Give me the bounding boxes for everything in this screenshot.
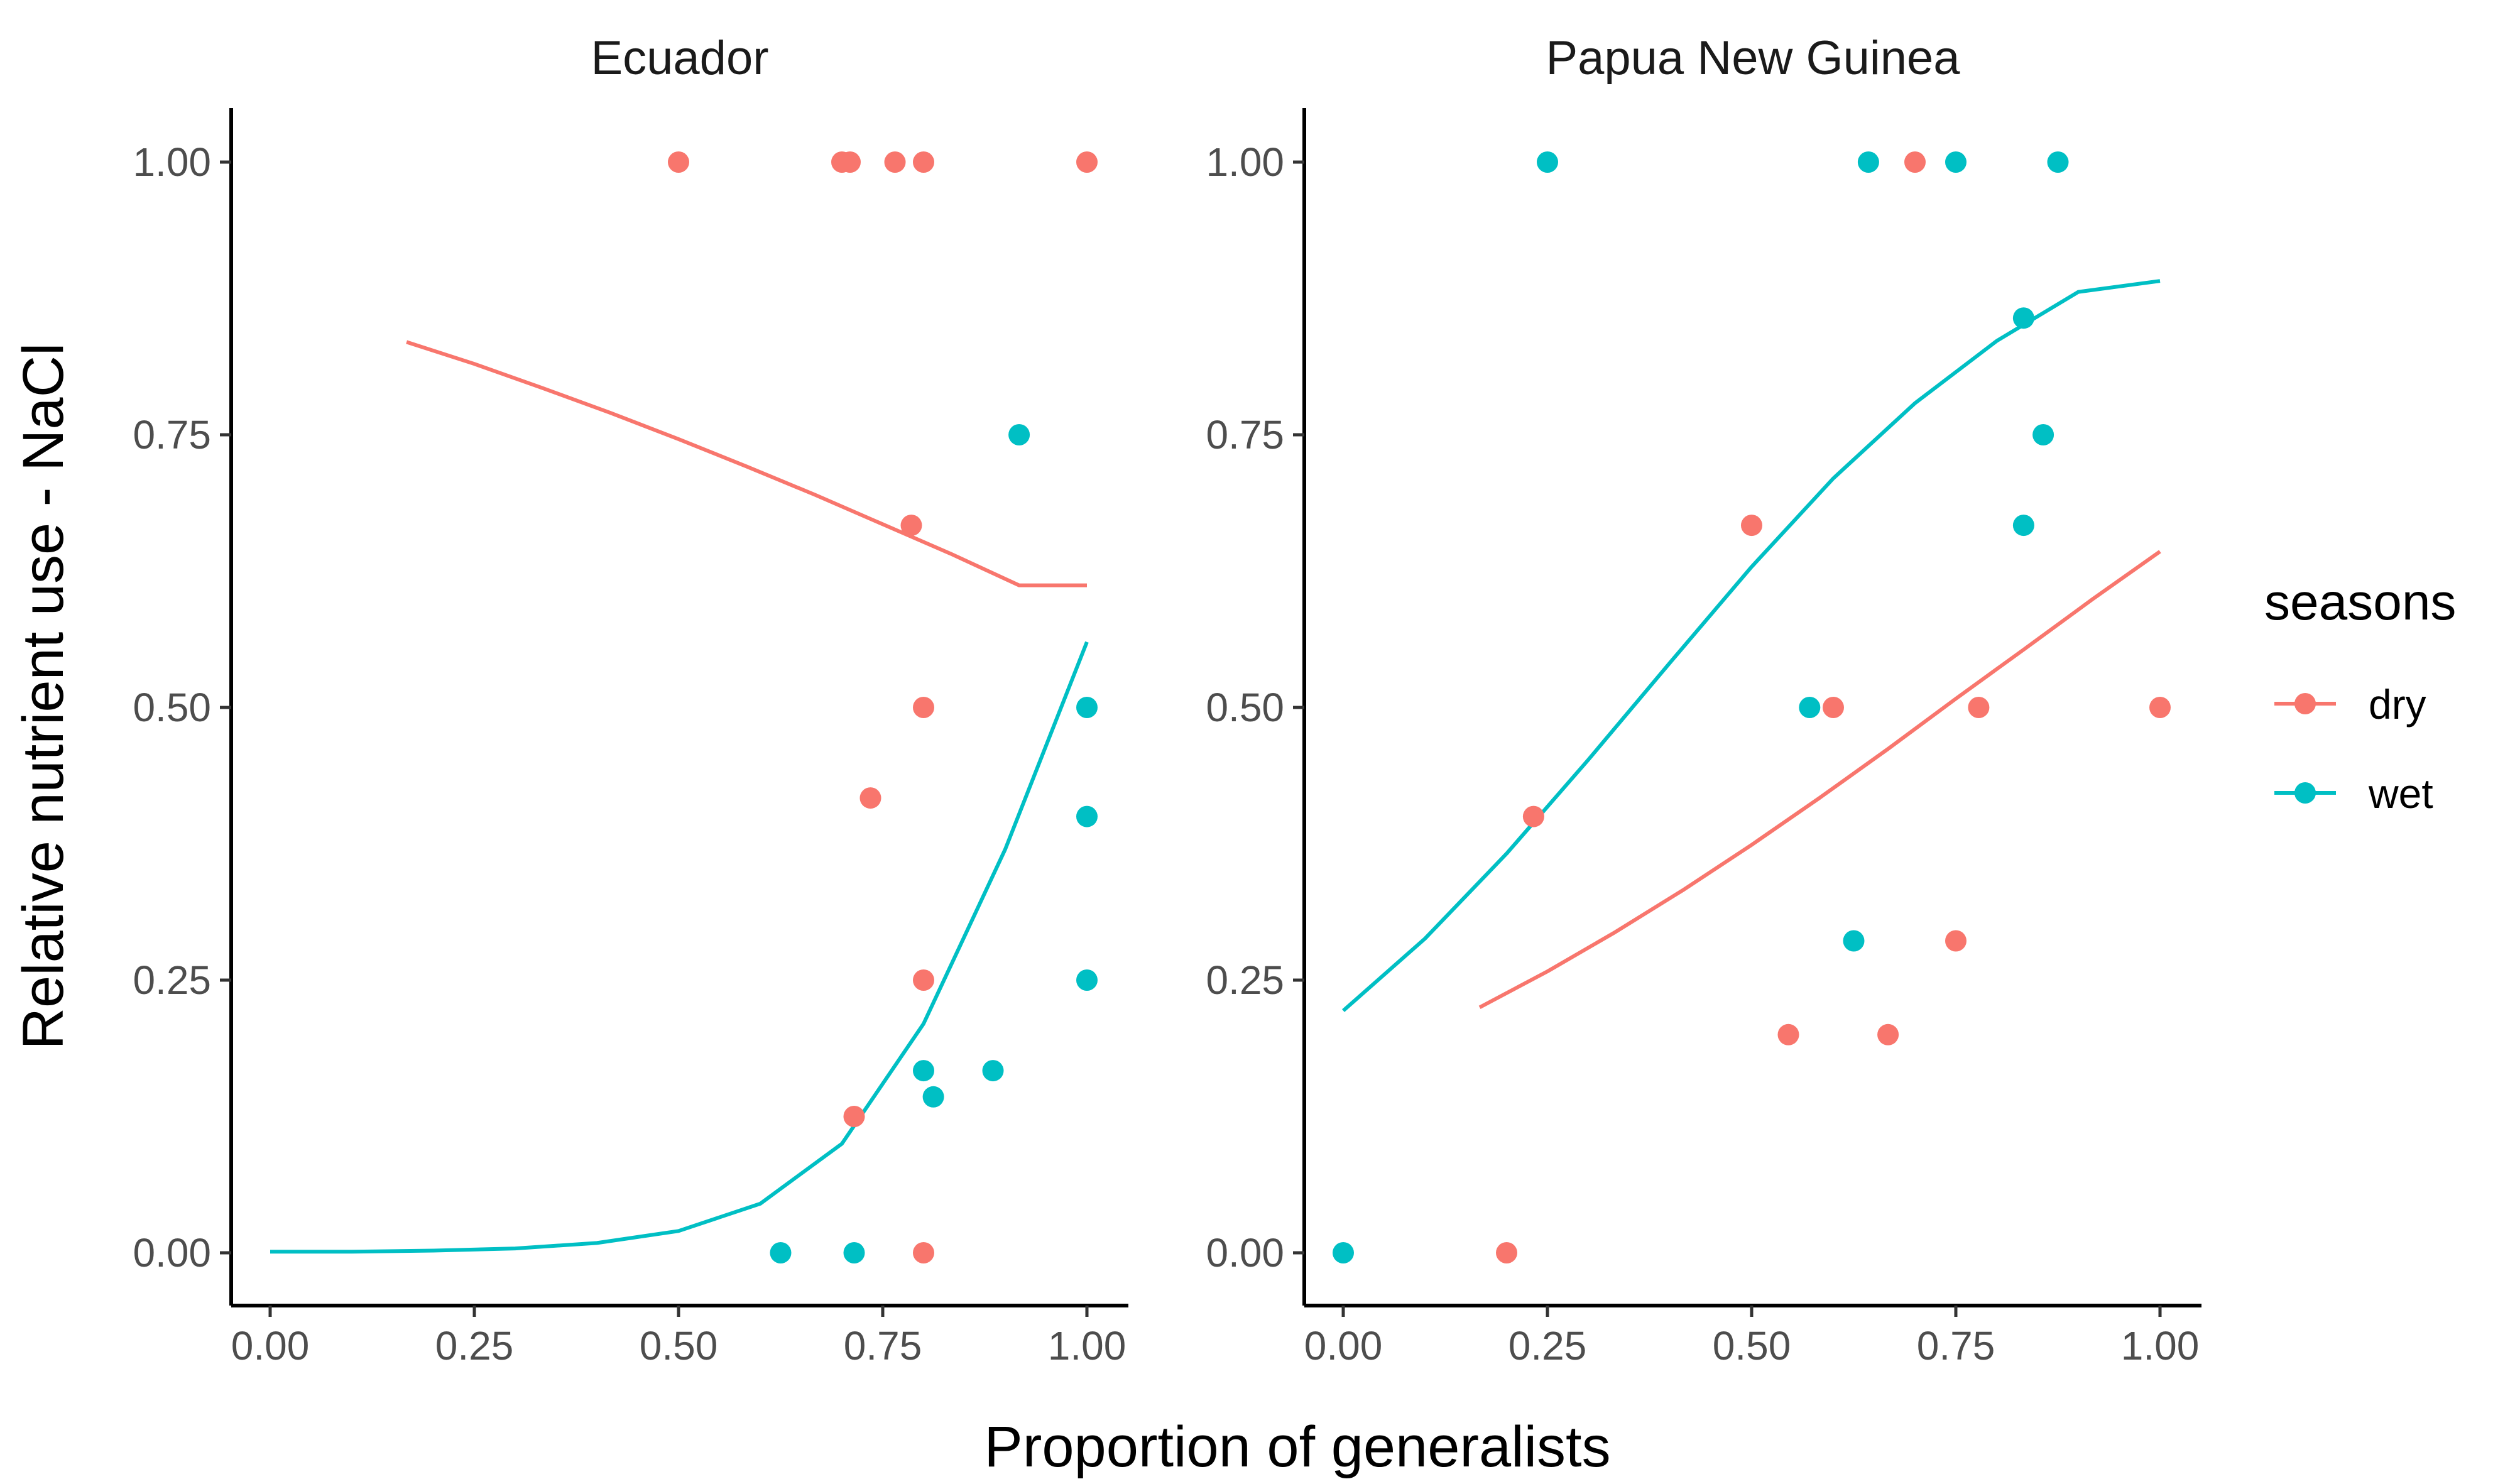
y-tick-label: 0.25 (133, 958, 211, 1003)
panel-title: Ecuador (591, 31, 768, 85)
data-point-dry (913, 151, 934, 173)
fit-line-wet (1342, 279, 2161, 1012)
fit-line-dry (406, 340, 1087, 587)
data-point-wet (1843, 930, 1865, 952)
data-point-dry (1968, 697, 1990, 718)
y-tick-label: 0.75 (1206, 412, 1284, 457)
data-point-dry (1945, 930, 1967, 952)
legend-label-dry: dry (2369, 681, 2426, 728)
panel-0: Ecuador 0.00 0.25 0.50 0.75 1.00 0.00 0.25 0.50 0… (133, 31, 1128, 1368)
x-tick-label: 0.75 (1917, 1323, 1995, 1368)
data-point-dry (1777, 1023, 1799, 1045)
y-tick-label: 0.50 (1206, 685, 1284, 730)
legend-key-point (2294, 693, 2316, 714)
x-tick-label: 0.50 (640, 1323, 718, 1368)
data-point-wet (1076, 697, 1098, 718)
x-tick-label: 0.50 (1713, 1323, 1791, 1368)
x-tick-label: 0.25 (435, 1323, 514, 1368)
data-point-wet (1945, 151, 1967, 173)
data-point-wet (1333, 1242, 1354, 1263)
data-point-dry (913, 969, 934, 991)
data-point-wet (770, 1242, 792, 1263)
data-point-wet (2012, 307, 2034, 329)
legend: seasons dry wet (2264, 574, 2456, 817)
data-point-dry (1741, 515, 1762, 537)
fit-line-wet (270, 641, 1089, 1254)
x-tick-label: 1.00 (1048, 1323, 1126, 1368)
data-point-dry (1823, 697, 1844, 718)
y-tick-label: 1.00 (133, 139, 211, 185)
fit-line-dry (1478, 550, 2161, 1010)
y-tick-label: 0.00 (1206, 1230, 1284, 1275)
data-point-wet (843, 1242, 865, 1263)
y-tick-label: 0.25 (1206, 958, 1284, 1003)
data-point-dry (1522, 805, 1544, 827)
y-axis-title: Relative nutrient use - NaCl (11, 343, 75, 1050)
x-tick-label: 1.00 (2121, 1323, 2200, 1368)
data-point-wet (1857, 151, 1879, 173)
panel-title: Papua New Guinea (1546, 31, 1960, 85)
data-point-dry (1496, 1242, 1517, 1263)
data-point-wet (2047, 151, 2069, 173)
data-point-dry (2149, 697, 2171, 718)
panels-layer: Ecuador 0.00 0.25 0.50 0.75 1.00 0.00 0.25 0.50 0… (133, 31, 2201, 1368)
data-point-dry (859, 787, 881, 809)
data-point-wet (982, 1060, 1004, 1082)
data-point-dry (900, 515, 922, 537)
data-point-wet (2032, 424, 2054, 445)
data-point-dry (843, 1106, 865, 1127)
x-axis-title: Proportion of generalists (984, 1415, 1610, 1479)
data-point-wet (1076, 805, 1098, 827)
data-point-dry (913, 1242, 934, 1263)
data-point-dry (913, 697, 934, 718)
data-point-dry (668, 151, 689, 173)
data-point-dry (1904, 151, 1926, 173)
y-tick-label: 1.00 (1206, 139, 1284, 185)
y-tick-label: 0.50 (133, 685, 211, 730)
legend-entries: dry wet (2274, 681, 2433, 817)
data-point-wet (1537, 151, 1558, 173)
data-point-wet (1008, 424, 1030, 445)
x-tick-label: 0.00 (231, 1323, 310, 1368)
y-tick-label: 0.75 (133, 412, 211, 457)
data-point-wet (922, 1086, 944, 1108)
data-point-wet (913, 1060, 934, 1082)
data-point-wet (2012, 515, 2034, 537)
y-tick-label: 0.00 (133, 1230, 211, 1275)
panel-1: Papua New Guinea 0.00 0.25 0.50 0.75 1.00 0.00… (1206, 31, 2201, 1368)
legend-title: seasons (2264, 574, 2456, 631)
data-point-wet (1076, 969, 1098, 991)
x-tick-label: 0.25 (1508, 1323, 1587, 1368)
data-point-dry (839, 151, 861, 173)
x-tick-label: 0.75 (844, 1323, 922, 1368)
legend-label-wet: wet (2368, 770, 2433, 817)
legend-key-point (2294, 782, 2316, 804)
data-point-dry (1877, 1023, 1899, 1045)
x-tick-label: 0.00 (1304, 1323, 1383, 1368)
data-point-dry (884, 151, 906, 173)
data-point-wet (1799, 697, 1821, 718)
data-point-dry (1076, 151, 1098, 173)
